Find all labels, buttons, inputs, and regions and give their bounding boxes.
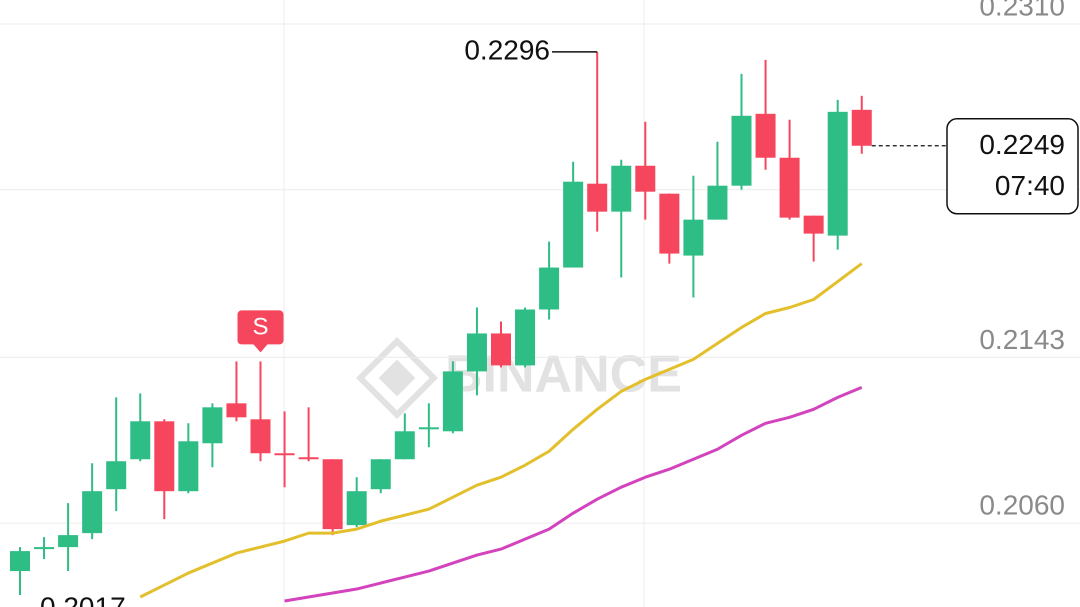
candle-body	[154, 421, 175, 492]
countdown-label: 07:40	[995, 170, 1065, 201]
watermark-logo	[355, 336, 439, 420]
candle-body	[515, 309, 536, 366]
signal-badge	[237, 310, 284, 353]
candle-body	[394, 431, 415, 460]
candle-body	[226, 403, 247, 418]
candle-body	[587, 183, 608, 212]
candle-body	[803, 215, 824, 234]
ema-line	[139, 262, 863, 599]
candle-body	[779, 157, 800, 218]
candle-body	[370, 459, 391, 490]
signal-label: S	[252, 314, 268, 341]
candle-body	[10, 551, 30, 572]
candle-body	[274, 453, 295, 456]
candle-body	[611, 165, 632, 212]
candle-body	[539, 267, 560, 310]
candle-body	[202, 407, 223, 444]
ema-line	[284, 385, 863, 603]
candle-body	[827, 111, 848, 236]
candle-body	[346, 491, 367, 526]
low-label: 0.2017	[40, 591, 126, 607]
candle-body	[298, 457, 319, 460]
candle-body	[491, 333, 511, 366]
candle-body	[731, 115, 752, 186]
last-price-box	[946, 118, 1079, 215]
candle-body	[707, 185, 728, 220]
candle-body	[851, 109, 872, 146]
candle-body	[659, 193, 680, 254]
last-price-label: 0.2249	[979, 129, 1065, 160]
candle-body	[58, 535, 79, 548]
candle-body	[178, 441, 199, 492]
candle-body	[683, 219, 704, 256]
candle-body	[322, 459, 343, 530]
y-tick-label: 0.2060	[979, 490, 1065, 521]
candle-body	[34, 547, 55, 550]
high-label: 0.2296	[464, 34, 550, 65]
candle-body	[418, 427, 439, 430]
candle-body	[466, 333, 487, 372]
candle-body	[106, 461, 127, 490]
candle-body	[250, 419, 271, 454]
y-tick-label: 0.2310	[979, 0, 1065, 21]
candle-body	[635, 165, 656, 192]
candle-body	[130, 421, 151, 460]
candle-body	[755, 113, 776, 158]
candle-body	[563, 181, 584, 268]
candle-body	[442, 371, 463, 432]
candle-body	[82, 491, 103, 534]
y-tick-label: 0.2143	[979, 324, 1065, 355]
